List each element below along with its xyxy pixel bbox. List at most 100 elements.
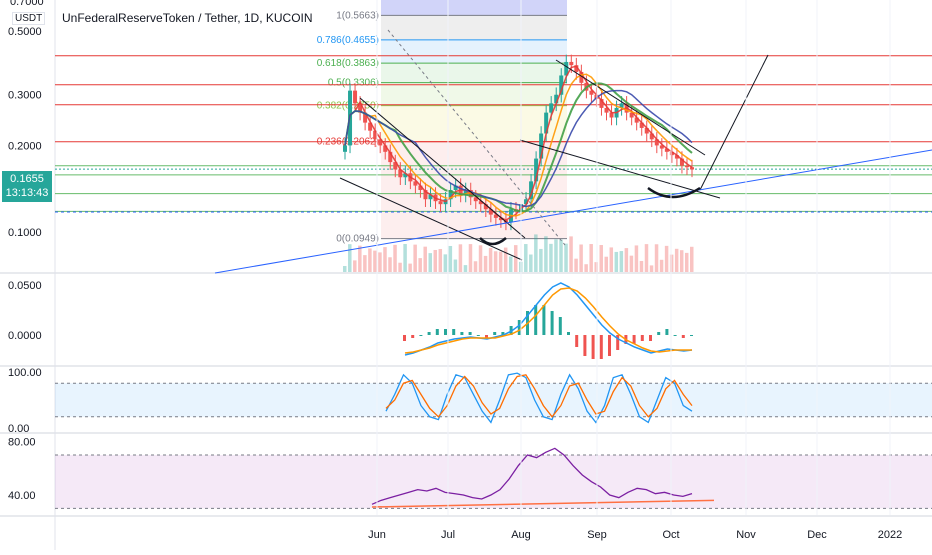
volume-bar: [503, 247, 508, 272]
time-tick-label-1: Jul: [441, 529, 455, 541]
volume-bar: [649, 265, 654, 272]
candle-body: [619, 103, 624, 108]
macd-histogram-bar: [468, 332, 472, 335]
candle-body: [383, 145, 388, 152]
trendline-1: [359, 97, 526, 239]
macd-histogram-bar: [665, 329, 669, 335]
volume-bar: [614, 251, 619, 272]
trendline-0: [339, 177, 523, 261]
fib-label-1: 0.786(0.4655): [317, 35, 379, 46]
volume-bar: [690, 246, 694, 272]
macd-histogram-bar: [444, 329, 447, 335]
volume-bar: [428, 253, 432, 272]
currency-label[interactable]: USDT: [12, 12, 46, 25]
macd-tick-label-0: 0.0500: [8, 280, 42, 292]
fib-label-4: 0.382(0.2750): [317, 101, 379, 112]
volume-bar: [564, 243, 568, 272]
volume-bar: [483, 255, 488, 272]
stoch-tick-label-0: 100.00: [8, 367, 42, 379]
moving-average-10: [344, 82, 693, 213]
candle-body: [488, 209, 493, 215]
candle-body: [403, 173, 408, 178]
macd-histogram-bar: [427, 332, 431, 335]
candle-body: [644, 127, 649, 134]
candle-body: [589, 90, 594, 95]
macd-histogram-bar: [632, 335, 636, 344]
last-price-tag[interactable]: 0.1655 13:13:43: [2, 171, 52, 202]
time-tick-label-3: Sep: [587, 529, 607, 541]
fib-band-1: [381, 39, 567, 64]
trendline-3: [555, 59, 706, 156]
macd-histogram-bar: [591, 335, 595, 359]
volume-bar: [353, 260, 357, 272]
macd-histogram-bar: [460, 332, 464, 335]
volume-bar: [659, 259, 664, 272]
fib-label-2: 0.618(0.3863): [317, 58, 379, 69]
price-tick-label-3: 0.1000: [8, 227, 42, 239]
candle-body: [478, 201, 483, 205]
volume-bar: [639, 260, 644, 272]
fib-band-0: [381, 15, 567, 40]
macd-histogram-bar: [599, 335, 603, 359]
volume-bar: [609, 247, 614, 272]
volume-bar: [458, 244, 463, 272]
volume-bar: [498, 251, 503, 272]
macd-histogram-bar: [673, 335, 677, 336]
fib-band-2: [381, 63, 567, 83]
macd-histogram-bar: [419, 335, 423, 336]
candle-body: [564, 61, 569, 76]
volume-bar: [423, 246, 427, 272]
volume-bar: [413, 244, 417, 272]
volume-bar: [363, 255, 367, 272]
macd-histogram-bar: [640, 335, 644, 341]
volume-bar: [373, 250, 377, 272]
volume-bar: [478, 245, 483, 272]
candle-body: [629, 112, 634, 118]
candle-body: [453, 185, 458, 190]
signal-line: [404, 287, 692, 354]
rsi-line: [371, 447, 693, 505]
time-tick-label-4: Oct: [662, 529, 679, 541]
candle-body: [679, 158, 684, 166]
volume-bar: [403, 244, 407, 272]
candle-body: [554, 94, 559, 104]
candle-body: [378, 139, 383, 146]
macd-histogram-bar: [558, 317, 562, 335]
time-tick-label-2: Aug: [511, 529, 531, 541]
candle-body: [368, 122, 373, 131]
candle-body: [388, 151, 393, 163]
candle-body: [690, 167, 694, 170]
candle-body: [599, 98, 604, 108]
macd-histogram-bar: [608, 335, 611, 356]
candle-body: [423, 189, 428, 200]
volume-bar: [549, 243, 553, 272]
rsi-band-fill: [55, 455, 932, 509]
macd-histogram-bar: [657, 332, 661, 335]
volume-bar: [539, 248, 543, 272]
moving-average-6: [344, 73, 693, 217]
candle-body: [343, 145, 347, 152]
candle-body: [498, 217, 503, 221]
candle-body: [418, 185, 423, 190]
candle-body: [483, 204, 488, 210]
trendline-4: [699, 54, 769, 191]
fib-label-3: 0.5(0.3306): [328, 78, 379, 89]
volume-bar: [493, 251, 498, 272]
macd-histogram-bar: [616, 335, 620, 350]
macd-histogram-bar: [493, 332, 497, 335]
candle-body: [574, 65, 579, 72]
candle-body: [604, 107, 609, 113]
volume-bar: [378, 252, 382, 272]
fib-label-0: 1(0.5663): [336, 10, 379, 21]
cup-curve-right: [647, 186, 701, 199]
volume-bar: [448, 245, 453, 272]
candle-body: [529, 181, 534, 200]
candle-body: [473, 197, 478, 202]
fib-label-6: 0(0.0949): [336, 234, 379, 245]
macd-histogram-bar: [476, 335, 480, 336]
candle-body: [649, 133, 654, 140]
candle-body: [524, 199, 529, 205]
volume-bar: [529, 254, 533, 272]
